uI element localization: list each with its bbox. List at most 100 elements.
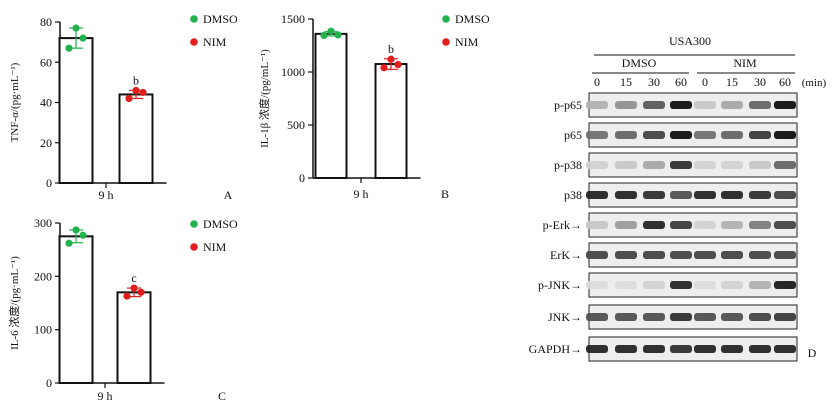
timepoint-label: 0 <box>702 75 708 89</box>
bar-dmso <box>58 235 94 384</box>
blot-band <box>694 191 716 199</box>
blot-band <box>615 101 637 109</box>
panel-label: B <box>441 187 449 201</box>
blot-band <box>774 161 796 169</box>
blot-row-label: p-Erk→ <box>543 218 582 232</box>
blot-band <box>749 161 771 169</box>
panel-label: A <box>224 188 233 202</box>
legend-label: DMSO <box>203 217 238 231</box>
chart-panel-b: 0 500 1000 1500 9 h IL-1β 浓度/(pg/mL⁻¹) b DMSO NI… <box>257 12 490 201</box>
blot-band <box>774 131 796 139</box>
y-tick-label: 40 <box>40 96 52 110</box>
legend-label: DMSO <box>455 12 490 26</box>
timepoint-label: 15 <box>726 75 738 89</box>
blot-band <box>774 221 796 229</box>
blot-row-label: p-p65 <box>554 98 582 112</box>
y-tick-label: 20 <box>40 136 52 150</box>
legend-marker <box>442 38 450 46</box>
blot-band <box>643 345 665 353</box>
significance-label: b <box>388 42 394 56</box>
blot-band <box>586 161 608 169</box>
x-axis-label: 9 h <box>354 187 369 201</box>
blot-band <box>643 281 665 289</box>
blot-band <box>721 191 743 199</box>
chart-panel-c: 0 100 200 300 9 h IL-6 浓度/(pg·mL⁻¹) c DMSO NIM C <box>7 216 238 403</box>
blot-band <box>749 345 771 353</box>
blot-band <box>670 191 692 199</box>
treatment-label: USA300 <box>669 34 711 48</box>
blot-band <box>643 221 665 229</box>
legend-marker <box>190 15 198 23</box>
blot-band <box>586 221 608 229</box>
blot-band <box>670 313 692 321</box>
legend-label: NIM <box>203 35 227 49</box>
blot-band <box>586 251 608 259</box>
blot-band <box>721 313 743 321</box>
blot-row-label: GAPDH→ <box>529 342 582 356</box>
blot-band <box>586 101 608 109</box>
y-tick-label: 500 <box>287 118 305 132</box>
blot-band <box>670 161 692 169</box>
blot-band <box>694 345 716 353</box>
group-label: DMSO <box>622 56 657 70</box>
blot-row-label: ErK→ <box>550 248 582 262</box>
y-tick-label: 0 <box>46 376 52 390</box>
data-point <box>125 94 133 103</box>
blot-band <box>586 281 608 289</box>
data-point <box>334 31 342 39</box>
legend-label: DMSO <box>203 12 238 26</box>
data-point <box>327 27 335 35</box>
y-axis-label: IL-1β 浓度/(pg/mL⁻¹) <box>257 49 271 148</box>
timepoint-label: 60 <box>779 75 791 89</box>
y-tick-label: 1500 <box>281 12 305 26</box>
blot-band <box>586 191 608 199</box>
x-axis-label: 9 h <box>99 188 114 202</box>
chart-panel-a: 0 20 40 60 80 9 h TNF-α/(pg·mL⁻¹) b DMSO NIM A <box>9 12 238 202</box>
blot-row-label: p-p38 <box>554 158 582 172</box>
blot-band <box>694 221 716 229</box>
significance-label: b <box>133 73 139 87</box>
blot-band <box>670 281 692 289</box>
data-point <box>394 60 402 69</box>
legend-label: NIM <box>455 35 479 49</box>
data-point <box>380 64 388 72</box>
blot-band <box>694 161 716 169</box>
legend-marker <box>442 15 450 23</box>
blot-band <box>749 313 771 321</box>
blot-band <box>586 131 608 139</box>
bar-dmso <box>314 32 348 180</box>
y-axis-label: TNF-α/(pg·mL⁻¹) <box>9 62 21 142</box>
blot-band <box>749 251 771 259</box>
blot-band <box>643 251 665 259</box>
legend-marker <box>190 38 198 46</box>
blot-band <box>670 131 692 139</box>
blot-band <box>670 101 692 109</box>
group-label: NIM <box>733 56 757 70</box>
blot-band <box>615 221 637 229</box>
blot-band <box>774 191 796 199</box>
blot-band <box>749 281 771 289</box>
blot-band <box>721 101 743 109</box>
data-point <box>65 44 73 52</box>
timepoint-label: 0 <box>594 75 600 89</box>
data-point <box>123 292 131 300</box>
blot-band <box>643 161 665 169</box>
western-blot-panel: USA300 DMSO NIM 0 15 30 60 0 15 30 60 (min) p-p65 p65… <box>529 34 827 362</box>
blot-band <box>694 281 716 289</box>
panel-label: D <box>808 346 817 360</box>
blot-band <box>615 131 637 139</box>
timepoint-label: 60 <box>675 75 687 89</box>
data-point <box>130 284 138 292</box>
blot-band <box>615 191 637 199</box>
blot-band <box>694 101 716 109</box>
timepoint-label: 15 <box>620 75 632 89</box>
blot-band <box>615 251 637 259</box>
y-axis-label: IL-6 浓度/(pg·mL⁻¹) <box>7 256 21 350</box>
blot-band <box>721 131 743 139</box>
blot-band <box>774 251 796 259</box>
blot-band <box>670 221 692 229</box>
legend-label: NIM <box>203 240 227 254</box>
blot-band <box>774 313 796 321</box>
blot-band <box>643 313 665 321</box>
data-point <box>72 226 80 234</box>
